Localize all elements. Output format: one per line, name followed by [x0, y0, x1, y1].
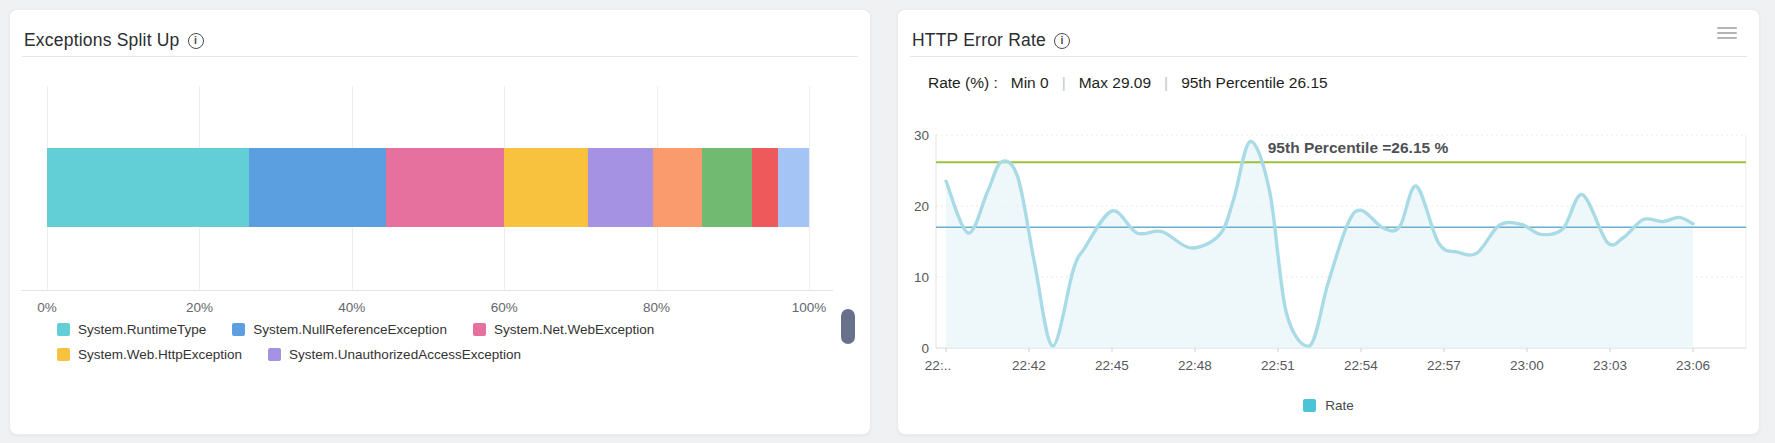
- gridline: [809, 86, 810, 290]
- x-tick-label: 23:00: [1510, 358, 1544, 373]
- rate-line: [946, 141, 1693, 346]
- legend-swatch: [57, 323, 70, 336]
- stats-p95: 95th Percentile 26.15: [1181, 74, 1328, 92]
- legend-swatch: [232, 323, 245, 336]
- http-error-rate-panel: HTTP Error Rate i Rate (%) : Min 0 | Max…: [897, 9, 1760, 435]
- y-tick-label: 20: [914, 199, 929, 214]
- legend-item[interactable]: System.UnauthorizedAccessException: [268, 347, 521, 362]
- stats-prefix: Rate (%) :: [928, 74, 998, 92]
- info-icon[interactable]: i: [188, 33, 204, 49]
- legend-swatch: [473, 323, 486, 336]
- x-tick-label: 60%: [491, 300, 518, 315]
- legend-scrollbar-thumb[interactable]: [841, 309, 855, 344]
- info-icon[interactable]: i: [1054, 33, 1070, 49]
- legend-item[interactable]: System.Net.WebException: [473, 322, 654, 337]
- legend-swatch: [57, 348, 70, 361]
- legend-label: System.RuntimeType: [78, 322, 206, 337]
- y-tick-label: 10: [914, 270, 929, 285]
- x-tick-label: 22:51: [1261, 358, 1295, 373]
- bar-segment[interactable]: [386, 148, 504, 227]
- y-tick-label: 30: [914, 128, 929, 143]
- exceptions-split-up-panel: Exceptions Split Up i 0% 20% 40% 60% 80% 100%…: [9, 9, 871, 435]
- panel-title-text: HTTP Error Rate: [912, 30, 1046, 51]
- x-tick-label: 22:48: [1178, 358, 1212, 373]
- bar-segment[interactable]: [47, 148, 249, 227]
- bar-segment[interactable]: [778, 148, 809, 227]
- legend-label: System.NullReferenceException: [253, 322, 447, 337]
- stats-separator: |: [1062, 74, 1066, 92]
- panel-title-text: Exceptions Split Up: [24, 30, 180, 51]
- bar-segment[interactable]: [653, 148, 703, 227]
- bar-segment[interactable]: [588, 148, 653, 227]
- x-tick-label: 20%: [186, 300, 213, 315]
- panel-title: HTTP Error Rate i: [912, 30, 1070, 51]
- stats-max: Max 29.09: [1079, 74, 1151, 92]
- bar-axis-line: [21, 290, 833, 291]
- percentile-annotation: 95th Percentile =26.15 %: [1268, 139, 1449, 156]
- title-divider: [910, 56, 1747, 57]
- bar-segment[interactable]: [702, 148, 752, 227]
- y-tick-label: 0: [921, 341, 929, 356]
- legend-label: Rate: [1325, 398, 1354, 413]
- x-tick-label: 23:06: [1676, 358, 1710, 373]
- x-tick-label: 22:..: [925, 358, 951, 373]
- rate-legend: Rate: [898, 398, 1759, 413]
- legend-item[interactable]: System.RuntimeType: [57, 322, 206, 337]
- x-tick-label: 23:03: [1593, 358, 1627, 373]
- hamburger-menu-icon[interactable]: [1717, 27, 1737, 42]
- legend-label: System.UnauthorizedAccessException: [289, 347, 521, 362]
- stats-min: Min 0: [1011, 74, 1049, 92]
- legend-item[interactable]: System.Web.HttpException: [57, 347, 242, 362]
- bar-segment[interactable]: [752, 148, 779, 227]
- x-tick-label: 0%: [37, 300, 57, 315]
- x-tick-label: 80%: [643, 300, 670, 315]
- rate-stats-row: Rate (%) : Min 0 | Max 29.09 | 95th Perc…: [928, 74, 1328, 92]
- x-tick-label: 22:54: [1344, 358, 1378, 373]
- x-tick-label: 40%: [338, 300, 365, 315]
- legend-swatch: [268, 348, 281, 361]
- x-tick-label: 22:42: [1012, 358, 1046, 373]
- bar-segment[interactable]: [249, 148, 386, 227]
- title-divider: [22, 56, 858, 57]
- rate-area-fill: [946, 141, 1693, 348]
- legend-label: System.Net.WebException: [494, 322, 654, 337]
- x-tick-label: 100%: [792, 300, 827, 315]
- legend-item[interactable]: System.NullReferenceException: [232, 322, 447, 337]
- stats-separator: |: [1164, 74, 1168, 92]
- legend-swatch[interactable]: [1303, 399, 1316, 412]
- x-tick-label: 22:57: [1427, 358, 1461, 373]
- legend-label: System.Web.HttpException: [78, 347, 242, 362]
- bar-segment[interactable]: [504, 148, 588, 227]
- panel-title: Exceptions Split Up i: [24, 30, 204, 51]
- bar-legend: System.RuntimeType System.NullReferenceEx…: [57, 322, 654, 372]
- x-tick-label: 22:45: [1095, 358, 1129, 373]
- stacked-bar: [47, 148, 809, 227]
